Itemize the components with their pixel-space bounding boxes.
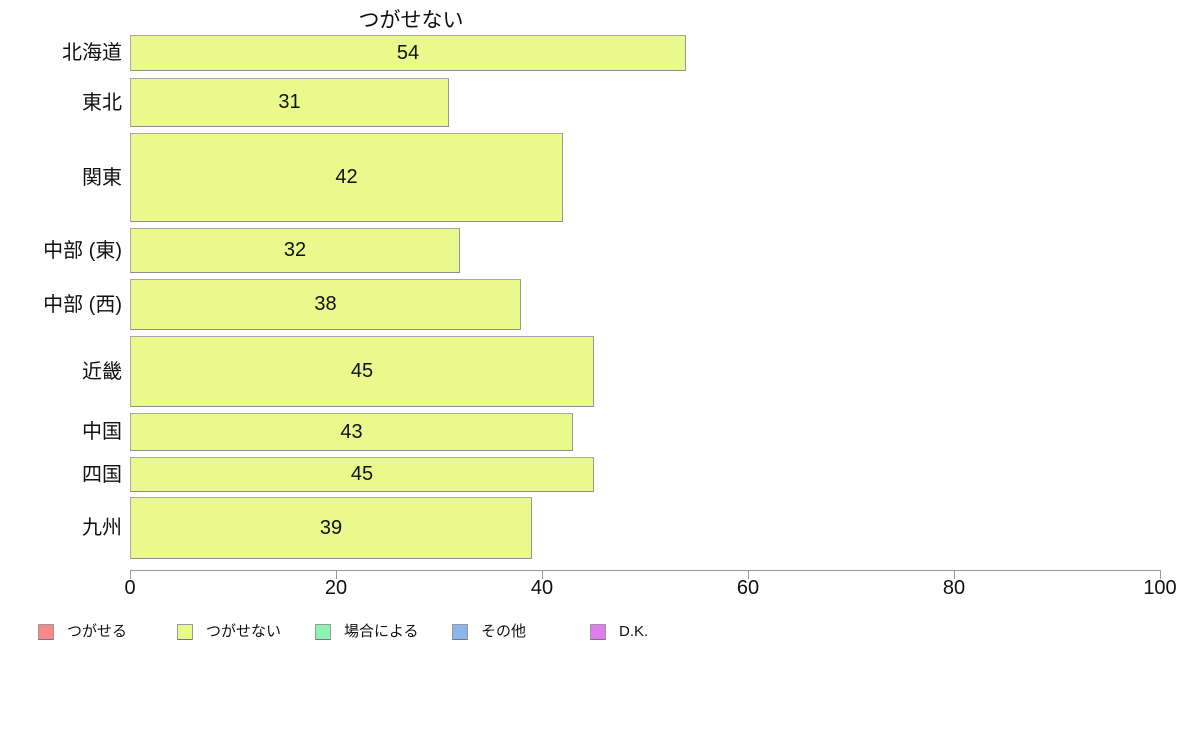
bar: 38 [130,279,521,330]
x-axis-tick [130,570,131,579]
bar-value-label: 45 [350,463,374,485]
bar: 45 [130,336,594,407]
x-axis-tick-label: 80 [942,577,966,599]
x-axis-line [130,570,1161,571]
category-label: 中部 (東) [43,239,122,262]
legend-swatch [452,624,468,640]
bar: 54 [130,35,686,71]
legend-label: 場合による [344,623,419,640]
bar: 31 [130,78,449,127]
category-label: 関東 [82,166,122,189]
x-axis-tick-label: 0 [124,577,136,599]
chart-title: つがせない [358,9,464,32]
bar: 43 [130,413,573,451]
bar-value-label: 45 [350,360,374,382]
legend-swatch [177,624,193,640]
x-axis-tick [336,570,337,579]
bar: 39 [130,497,532,559]
legend-swatch [590,624,606,640]
legend-label: D.K. [619,623,649,640]
category-label: 北海道 [62,42,122,64]
bar-value-label: 42 [335,166,358,188]
bar-value-label: 38 [314,293,337,315]
legend-swatch [38,624,54,640]
x-axis-tick-label: 40 [530,577,554,599]
category-label: 四国 [82,463,122,486]
bar: 45 [130,457,594,492]
bar-value-label: 43 [340,420,363,443]
x-axis-tick-label: 20 [324,577,348,599]
bar-value-label: 39 [319,516,343,539]
category-label: 近畿 [82,360,122,383]
category-label: 九州 [82,517,122,539]
x-axis-tick [954,570,955,579]
legend-label: つがせない [206,623,282,640]
x-axis-tick [542,570,543,579]
x-axis-tick-label: 60 [736,577,760,599]
bar-value-label: 32 [283,239,307,261]
bar-value-label: 31 [278,91,301,113]
bar-value-label: 54 [396,41,420,64]
category-label: 中国 [82,421,122,443]
bar: 32 [130,228,460,273]
bar: 42 [130,133,563,222]
x-axis-tick [748,570,749,579]
category-label: 東北 [82,91,122,114]
legend-swatch [315,624,331,640]
category-label: 中部 (西) [43,293,122,316]
x-axis-tick-label: 100 [1143,577,1177,599]
legend-label: その他 [481,623,527,640]
legend-label: つがせる [67,623,128,640]
x-axis-tick [1160,570,1161,579]
